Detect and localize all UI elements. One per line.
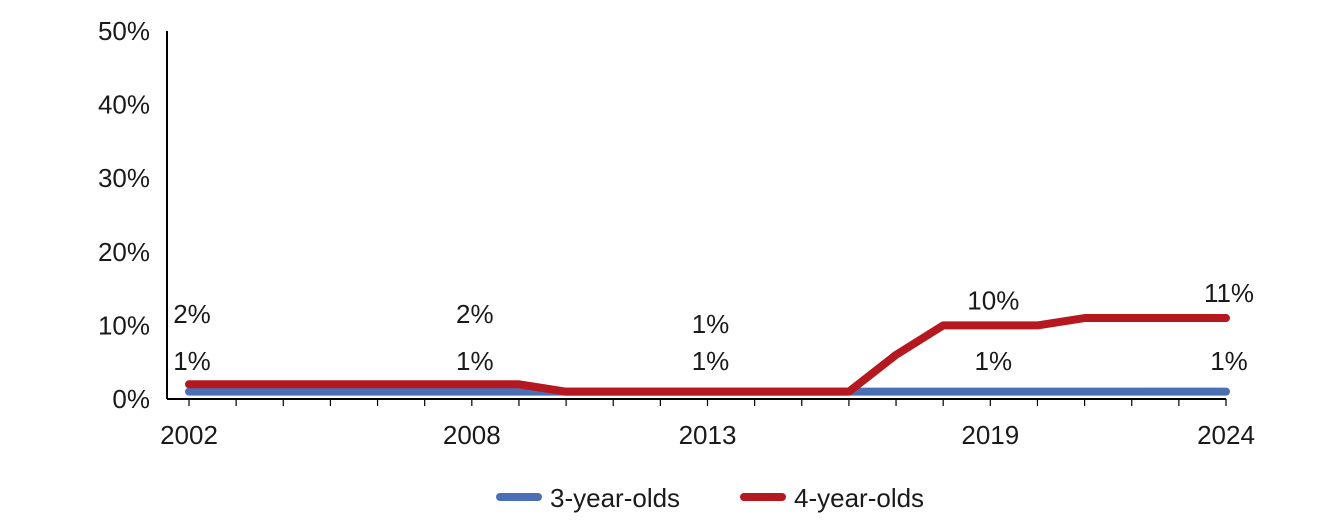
y-tick-label: 30% <box>98 163 150 193</box>
data-label: 1% <box>173 346 211 376</box>
series-lines <box>185 314 1230 396</box>
series-line-4-year-olds <box>185 314 1230 396</box>
legend-label: 4-year-olds <box>794 483 924 513</box>
data-label: 1% <box>1210 346 1248 376</box>
y-tick-label: 40% <box>98 90 150 120</box>
y-axis-tick-labels: 0% 10% 20% 30% 40% 50% <box>98 16 150 414</box>
data-label: 1% <box>456 346 494 376</box>
y-tick-label: 20% <box>98 237 150 267</box>
legend: 3-year-olds 4-year-olds <box>496 483 924 513</box>
y-tick-label: 50% <box>98 16 150 46</box>
x-tick-label: 2024 <box>1197 420 1255 450</box>
data-labels: 1% 1% 1% 1% 1% 2% 2% 1% 10% 11% <box>173 278 1254 376</box>
data-label: 2% <box>173 299 211 329</box>
x-tick-label: 2019 <box>961 420 1019 450</box>
data-label: 1% <box>692 309 730 339</box>
x-tick-label: 2013 <box>679 420 737 450</box>
axes <box>166 31 1227 406</box>
x-tick-label: 2008 <box>443 420 501 450</box>
data-label: 2% <box>456 299 494 329</box>
y-tick-label: 10% <box>98 310 150 340</box>
y-tick-label: 0% <box>112 384 150 414</box>
x-axis-tick-labels: 2002 2008 2013 2019 2024 <box>160 420 1255 450</box>
data-label: 11% <box>1204 278 1254 308</box>
data-label: 1% <box>692 346 730 376</box>
data-label: 1% <box>975 346 1013 376</box>
x-tick-label: 2002 <box>160 420 218 450</box>
legend-label: 3-year-olds <box>550 483 680 513</box>
data-label: 10% <box>967 285 1019 315</box>
